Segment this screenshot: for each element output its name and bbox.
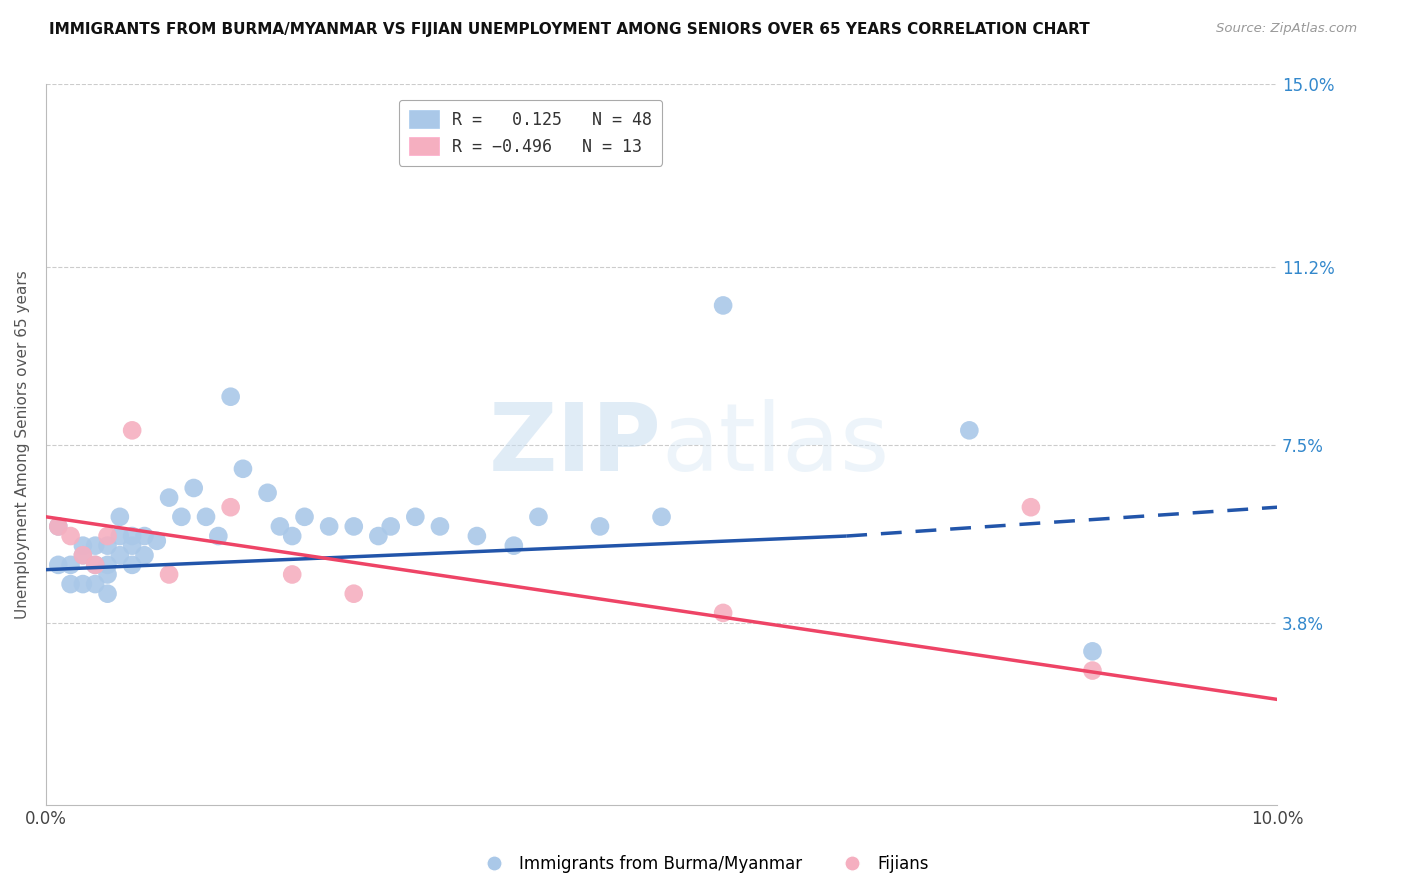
- Point: [84, 539, 107, 553]
- Point: [711, 606, 734, 620]
- Point: [343, 587, 366, 601]
- Point: [367, 529, 389, 543]
- Point: [380, 519, 402, 533]
- Point: [72, 539, 94, 553]
- Point: [96, 567, 118, 582]
- Point: [108, 509, 131, 524]
- Point: [294, 509, 316, 524]
- Legend: R =   0.125   N = 48, R = −0.496   N = 13: R = 0.125 N = 48, R = −0.496 N = 13: [399, 100, 662, 166]
- Point: [404, 509, 426, 524]
- Point: [195, 509, 218, 524]
- Point: [121, 529, 143, 543]
- Point: [84, 558, 107, 572]
- Point: [96, 587, 118, 601]
- Point: [72, 548, 94, 562]
- Point: [589, 519, 612, 533]
- Point: [46, 519, 69, 533]
- Text: Source: ZipAtlas.com: Source: ZipAtlas.com: [1216, 22, 1357, 36]
- Point: [651, 509, 673, 524]
- Point: [72, 548, 94, 562]
- Point: [256, 485, 278, 500]
- Point: [232, 462, 254, 476]
- Point: [207, 529, 229, 543]
- Point: [281, 529, 304, 543]
- Point: [1019, 500, 1042, 515]
- Point: [269, 519, 291, 533]
- Point: [108, 529, 131, 543]
- Point: [121, 558, 143, 572]
- Point: [343, 519, 366, 533]
- Point: [183, 481, 205, 495]
- Point: [429, 519, 451, 533]
- Point: [219, 500, 242, 515]
- Point: [146, 533, 169, 548]
- Point: [134, 529, 156, 543]
- Point: [46, 519, 69, 533]
- Point: [1081, 664, 1104, 678]
- Text: ZIP: ZIP: [489, 399, 662, 491]
- Point: [711, 298, 734, 312]
- Point: [59, 558, 82, 572]
- Point: [96, 558, 118, 572]
- Point: [170, 509, 193, 524]
- Point: [502, 539, 524, 553]
- Point: [108, 548, 131, 562]
- Text: atlas: atlas: [662, 399, 890, 491]
- Point: [96, 529, 118, 543]
- Point: [84, 577, 107, 591]
- Point: [281, 567, 304, 582]
- Point: [157, 491, 180, 505]
- Point: [465, 529, 488, 543]
- Point: [59, 577, 82, 591]
- Point: [59, 529, 82, 543]
- Point: [84, 558, 107, 572]
- Point: [157, 567, 180, 582]
- Point: [121, 539, 143, 553]
- Point: [219, 390, 242, 404]
- Legend: Immigrants from Burma/Myanmar, Fijians: Immigrants from Burma/Myanmar, Fijians: [471, 848, 935, 880]
- Point: [72, 577, 94, 591]
- Point: [318, 519, 340, 533]
- Y-axis label: Unemployment Among Seniors over 65 years: Unemployment Among Seniors over 65 years: [15, 270, 30, 619]
- Point: [527, 509, 550, 524]
- Point: [134, 548, 156, 562]
- Point: [46, 558, 69, 572]
- Point: [1081, 644, 1104, 658]
- Point: [121, 423, 143, 437]
- Text: IMMIGRANTS FROM BURMA/MYANMAR VS FIJIAN UNEMPLOYMENT AMONG SENIORS OVER 65 YEARS: IMMIGRANTS FROM BURMA/MYANMAR VS FIJIAN …: [49, 22, 1090, 37]
- Point: [96, 539, 118, 553]
- Point: [957, 423, 980, 437]
